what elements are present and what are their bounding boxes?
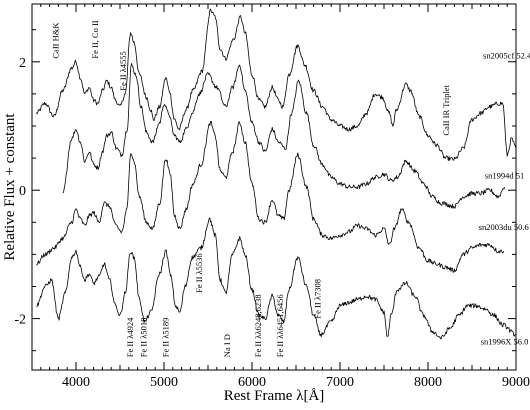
spectrum-label: sn1994d 51 <box>485 171 524 181</box>
line-id-label: Fe II λλ6451,6456 <box>275 294 285 357</box>
spectrum-line-2 <box>36 120 505 273</box>
spectrum-label: sn2003du 50.6 <box>479 222 529 232</box>
x-tick-label: 4000 <box>62 375 90 390</box>
line-id-label: Fe II λ4555 <box>118 51 128 91</box>
axis-tick-labels: 4000 5000 6000 7000 8000 9000 -2 0 2 <box>14 56 530 390</box>
line-annotations: CaII H&K Fe II, Co II Fe II λ4555 CaII IR T… <box>50 20 451 357</box>
spectra-lines <box>36 8 517 340</box>
line-id-label: CaII IR Triplet <box>441 84 451 135</box>
spectra-labels: sn2005cf 52.4 sn1994d 51 sn2003du 50.6 sn19… <box>479 51 530 347</box>
line-id-label: Fe II λ5018 <box>138 318 148 358</box>
line-id-label: Fe II, Co II <box>90 20 100 58</box>
y-tick-label: 0 <box>19 184 26 199</box>
spectrum-line-0 <box>36 8 517 161</box>
line-id-label: Na I D <box>222 334 232 357</box>
y-tick-label: -2 <box>14 313 26 328</box>
x-tick-label: 5000 <box>150 375 178 390</box>
line-id-label: Fe II λ7308 <box>313 279 323 319</box>
line-id-label: Fe II λ4924 <box>125 317 135 357</box>
plot-frame <box>31 3 517 371</box>
line-id-label: Fe II λ5536 <box>194 253 204 293</box>
y-tick-label: 2 <box>19 56 26 71</box>
x-tick-label: 8000 <box>414 375 442 390</box>
axis-ticks <box>31 4 517 370</box>
spectrum-line-3 <box>36 217 517 340</box>
line-id-label: CaII H&K <box>50 22 60 59</box>
x-axis-title: Rest Frame λ[Å] <box>224 388 325 404</box>
spectrum-label: sn2005cf 52.4 <box>483 51 530 61</box>
x-tick-label: 6000 <box>238 375 266 390</box>
line-id-label: Fe II λλ6248,6238 <box>253 294 263 357</box>
spectrum-label: sn1996X 56.0 <box>481 336 529 346</box>
x-tick-label: 7000 <box>326 375 354 390</box>
x-tick-label: 9000 <box>502 375 530 390</box>
spectrum-line-1 <box>62 63 505 209</box>
y-axis-title: Relative Flux + constant <box>2 113 18 261</box>
line-id-label: Fe II λ5189 <box>160 318 170 358</box>
